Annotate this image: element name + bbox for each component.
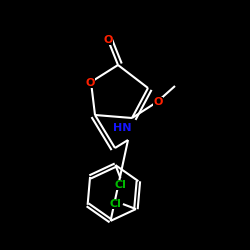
Text: Cl: Cl [110,199,122,209]
Text: HN: HN [113,123,131,133]
Text: Cl: Cl [114,180,126,190]
Text: O: O [153,97,163,107]
Text: O: O [85,78,95,88]
Text: O: O [103,35,113,45]
